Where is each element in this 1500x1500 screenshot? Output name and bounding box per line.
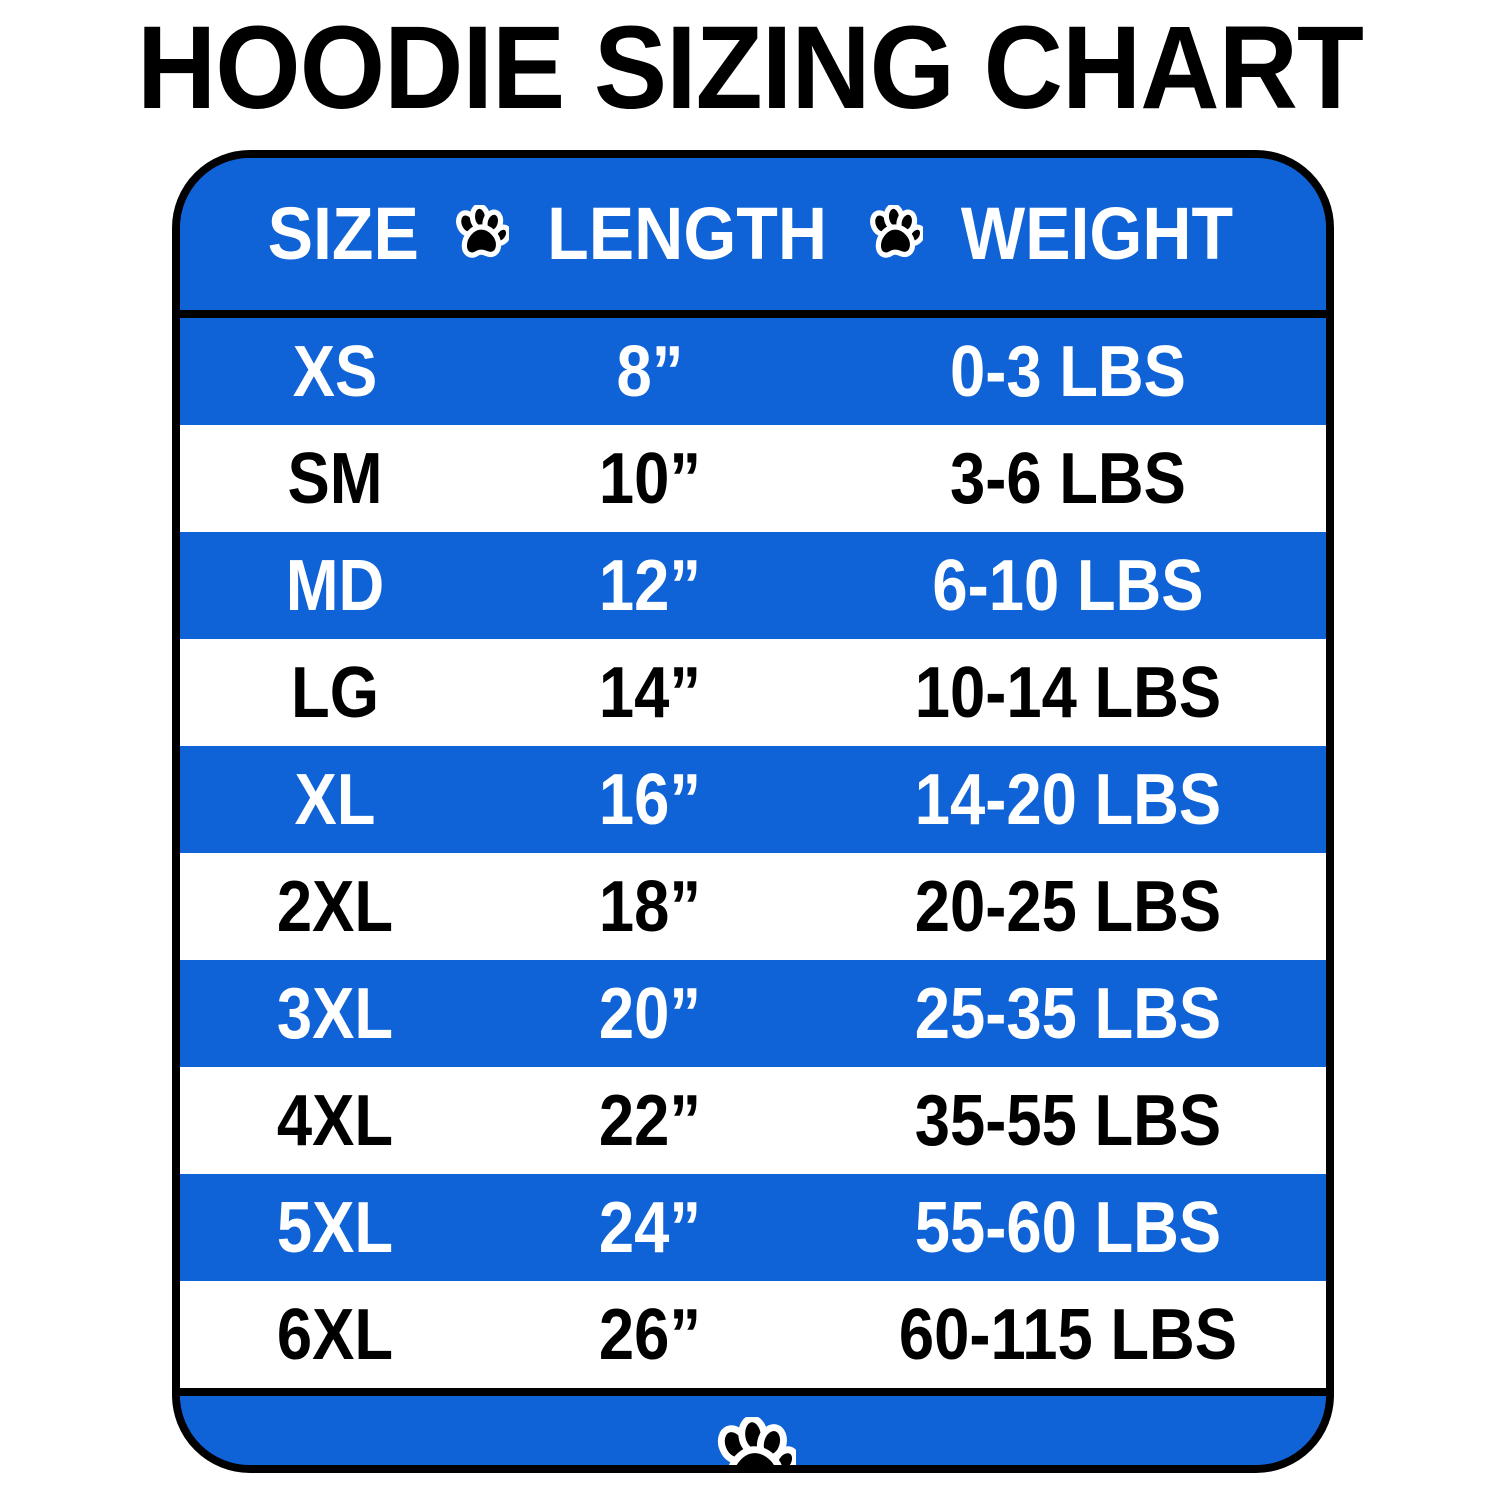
table-row: XS 8” 0-3 LBS xyxy=(180,318,1326,425)
paw-print-icon xyxy=(710,1417,796,1465)
cell-length: 14” xyxy=(598,655,702,730)
cell-length: 12” xyxy=(598,548,702,623)
cell-size: 2XL xyxy=(276,869,394,944)
table-row: 4XL 22” 35-55 LBS xyxy=(180,1067,1326,1174)
cell-size: XL xyxy=(294,762,376,837)
cell-weight: 35-55 LBS xyxy=(914,1083,1222,1158)
cell-size: SM xyxy=(287,441,383,516)
cell-size: MD xyxy=(285,548,385,623)
table-row: XL 16” 14-20 LBS xyxy=(180,746,1326,853)
table-row: LG 14” 10-14 LBS xyxy=(180,639,1326,746)
paw-print-icon xyxy=(865,205,924,263)
cell-length: 10” xyxy=(598,441,702,516)
table-body: XS 8” 0-3 LBS SM 10” 3-6 LBS MD 12” 6-10 LBS LG 14… xyxy=(180,318,1326,1388)
column-header-size: SIZE xyxy=(267,192,419,275)
cell-weight: 20-25 LBS xyxy=(914,869,1222,944)
column-header-weight: WEIGHT xyxy=(961,192,1234,275)
table-row: 3XL 20” 25-35 LBS xyxy=(180,960,1326,1067)
page-title: HOODIE SIZING CHART xyxy=(136,2,1364,134)
cell-weight: 10-14 LBS xyxy=(914,655,1222,730)
cell-size: 3XL xyxy=(276,976,394,1051)
cell-size: 5XL xyxy=(276,1190,394,1265)
cell-length: 8” xyxy=(616,334,684,409)
cell-length: 24” xyxy=(598,1190,702,1265)
sizing-chart-card: SIZE LENGTH xyxy=(172,150,1334,1473)
cell-weight: 14-20 LBS xyxy=(914,762,1222,837)
cell-weight: 55-60 LBS xyxy=(914,1190,1222,1265)
table-row: MD 12” 6-10 LBS xyxy=(180,532,1326,639)
table-row: 5XL 24” 55-60 LBS xyxy=(180,1174,1326,1281)
cell-length: 20” xyxy=(598,976,702,1051)
table-header-row: SIZE LENGTH xyxy=(180,158,1326,318)
cell-size: XS xyxy=(292,334,378,409)
cell-weight: 60-115 LBS xyxy=(898,1297,1238,1372)
card-footer xyxy=(180,1388,1326,1465)
cell-weight: 25-35 LBS xyxy=(914,976,1222,1051)
cell-length: 22” xyxy=(598,1083,702,1158)
table-row: 6XL 26” 60-115 LBS xyxy=(180,1281,1326,1388)
cell-length: 26” xyxy=(598,1297,702,1372)
paw-print-icon xyxy=(451,205,510,263)
column-header-length: LENGTH xyxy=(547,192,828,275)
table-row: SM 10” 3-6 LBS xyxy=(180,425,1326,532)
cell-size: LG xyxy=(291,655,379,730)
cell-weight: 3-6 LBS xyxy=(950,441,1186,516)
cell-length: 16” xyxy=(598,762,702,837)
cell-weight: 6-10 LBS xyxy=(932,548,1204,623)
cell-size: 4XL xyxy=(276,1083,394,1158)
table-row: 2XL 18” 20-25 LBS xyxy=(180,853,1326,960)
cell-weight: 0-3 LBS xyxy=(950,334,1186,409)
cell-length: 18” xyxy=(598,869,702,944)
cell-size: 6XL xyxy=(276,1297,394,1372)
